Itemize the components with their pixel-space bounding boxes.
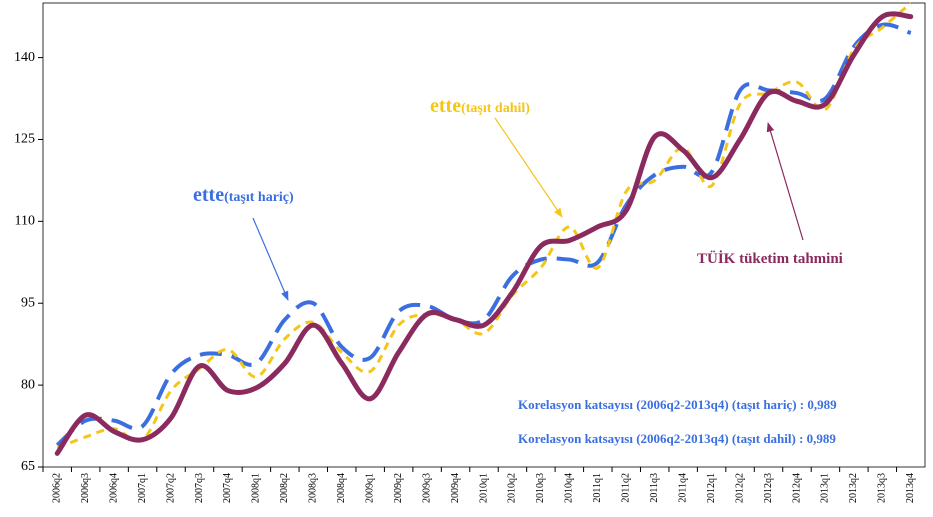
x-tick-label: 2007q4	[222, 473, 233, 503]
series-line	[55, 22, 912, 447]
x-tick-label: 2010q4	[564, 473, 575, 503]
x-tick-label: 2006q2	[52, 473, 63, 503]
y-tick-label: 80	[21, 377, 35, 392]
x-tick-label: 2009q3	[421, 473, 432, 503]
x-tick-label: 2009q2	[393, 473, 404, 503]
arrow	[494, 117, 563, 218]
series-line	[56, 1, 912, 450]
x-tick-label: 2007q1	[137, 473, 148, 503]
x-tick-label: 2008q2	[279, 473, 290, 503]
x-tick-label: 2013q4	[905, 473, 916, 503]
y-tick-label: 125	[14, 132, 35, 147]
x-tick-label: 2011q3	[649, 473, 660, 503]
y-tick-label: 140	[14, 50, 35, 65]
x-tick-label: 2013q2	[848, 473, 859, 503]
x-tick-label: 2009q4	[450, 473, 461, 503]
x-tick-label: 2008q4	[336, 473, 347, 503]
x-tick-label: 2008q1	[251, 473, 262, 503]
x-tick-label: 2012q1	[706, 473, 717, 503]
series-line	[54, 11, 914, 456]
x-tick-label: 2009q1	[364, 473, 375, 503]
x-tick-label: 2011q4	[677, 473, 688, 503]
x-tick-label: 2013q3	[877, 473, 888, 503]
arrow	[766, 122, 804, 241]
x-tick-label: 2010q1	[478, 473, 489, 503]
series-label: ette(taşıt hariç)	[193, 184, 294, 206]
series-label: TÜİK tüketim tahmini	[697, 250, 843, 267]
x-tick-label: 2007q3	[194, 473, 205, 503]
x-tick-label: 2011q1	[592, 473, 603, 503]
x-tick-label: 2010q3	[535, 473, 546, 503]
x-tick-label: 2006q3	[80, 473, 91, 503]
x-tick-label: 2006q4	[108, 473, 119, 503]
x-tick-label: 2012q4	[791, 473, 802, 503]
y-tick-label: 110	[15, 214, 35, 229]
plot-frame	[42, 2, 926, 468]
annotation: Korelasyon katsayısı (2006q2-2013q4) (ta…	[518, 397, 837, 412]
x-tick-label: 2010q2	[507, 473, 518, 503]
x-tick-label: 2012q3	[763, 473, 774, 503]
arrow	[252, 217, 289, 301]
annotation: Korelasyon katsayısı (2006q2-2013q4) (ta…	[518, 431, 836, 446]
series-label: ette(taşıt dahil)	[430, 95, 530, 117]
x-tick-label: 2012q2	[734, 473, 745, 503]
y-tick-label: 65	[21, 459, 35, 474]
x-tick-label: 2011q2	[621, 473, 632, 503]
x-tick-label: 2013q1	[820, 473, 831, 503]
x-tick-label: 2008q3	[308, 473, 319, 503]
y-tick-label: 95	[21, 295, 35, 310]
x-tick-label: 2007q2	[165, 473, 176, 503]
